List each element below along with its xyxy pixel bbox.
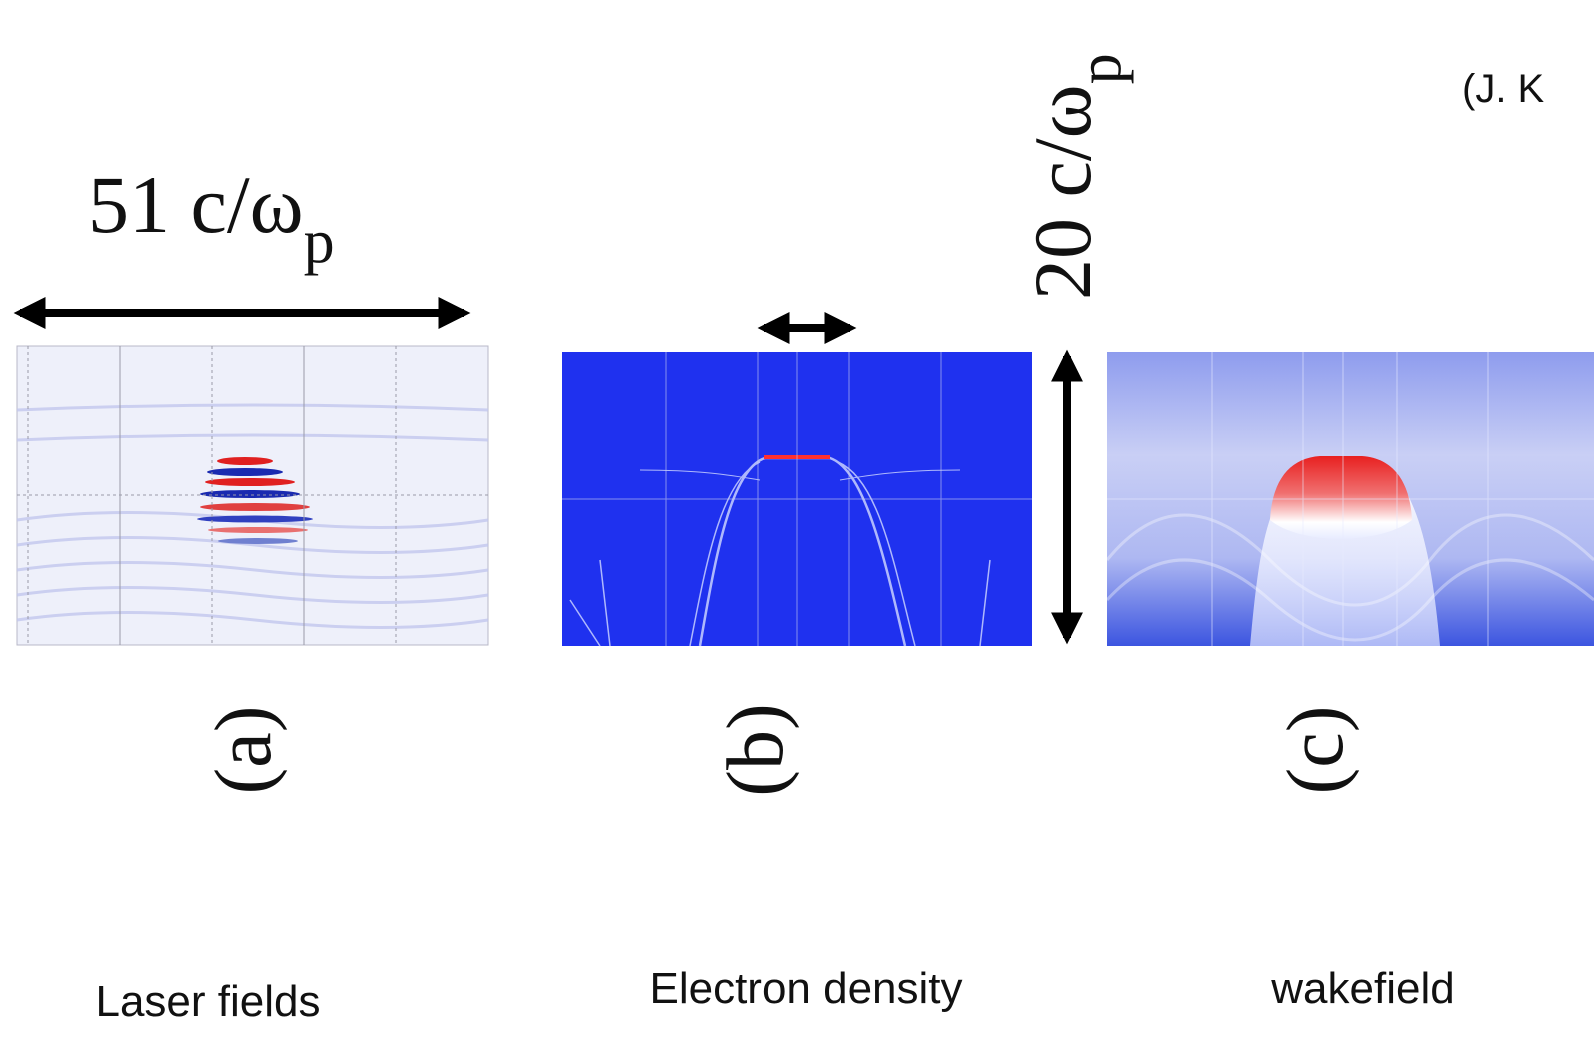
height-subscript: p xyxy=(1066,53,1134,84)
panel-caption: Laser fields xyxy=(95,977,320,1026)
panel-caption: Electron density xyxy=(649,964,962,1013)
panel-c-image xyxy=(1105,352,1594,646)
panel-tag: (a) xyxy=(200,706,288,795)
panel-b-image xyxy=(562,352,1032,647)
panel-tag: (c) xyxy=(1272,706,1360,795)
width-text: 51 c/ω xyxy=(88,159,304,250)
width-subscript: p xyxy=(304,208,335,276)
citation: (J. K xyxy=(1462,67,1545,111)
panel-a-image xyxy=(16,345,489,646)
panel-tag: (b) xyxy=(712,703,800,796)
panel-caption: wakefield xyxy=(1270,964,1454,1013)
width-label: 51 c/ωp xyxy=(88,159,335,276)
height-text: 20 c/ω xyxy=(1017,84,1108,300)
height-label: 20 c/ωp xyxy=(1017,53,1134,300)
